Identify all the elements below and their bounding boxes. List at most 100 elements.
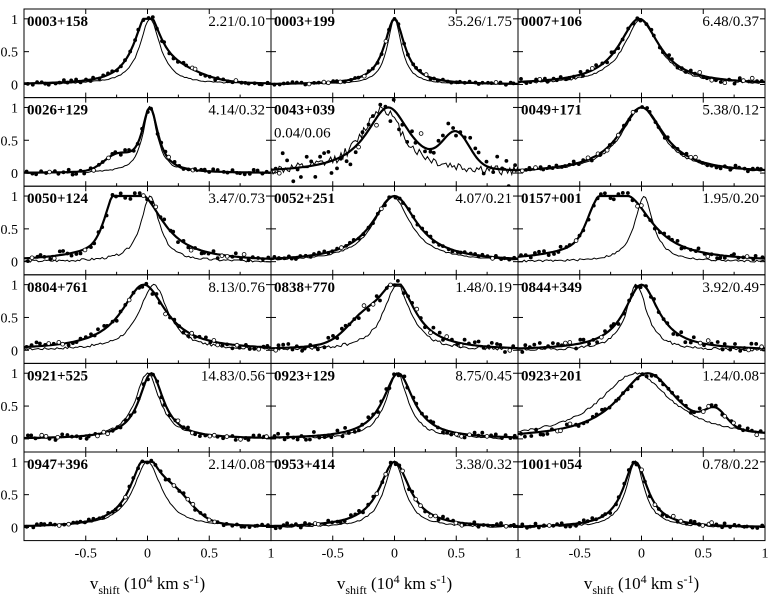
data-point [558, 244, 563, 249]
open-data-point [374, 491, 380, 497]
data-point [732, 523, 737, 527]
data-point [431, 420, 436, 425]
data-point [348, 240, 352, 245]
open-data-point [66, 521, 71, 527]
data-point [252, 81, 257, 86]
data-point [431, 325, 436, 330]
data-point [238, 171, 242, 176]
data-point [53, 522, 57, 527]
data-point [39, 169, 43, 174]
data-point [119, 64, 123, 69]
plot-area [24, 281, 271, 352]
data-point [53, 169, 57, 174]
data-point [627, 117, 632, 122]
data-point [410, 301, 414, 305]
data-point [42, 255, 47, 259]
x-tick-label: 0 [144, 547, 151, 562]
panel-ratio-label: 14.83/0.56 [201, 368, 266, 384]
data-point [564, 77, 568, 82]
data-point [24, 169, 29, 174]
data-point [326, 150, 331, 154]
data-point [732, 81, 737, 86]
data-point [625, 387, 630, 392]
data-point [396, 279, 400, 283]
data-point [688, 340, 693, 345]
data-point [383, 203, 387, 208]
data-point [550, 427, 554, 432]
data-point [605, 60, 609, 65]
plot-area [518, 191, 765, 263]
panel-0003+199: 0003+199 35.26/1.75 [270, 8, 519, 99]
data-point [578, 337, 583, 342]
data-point [225, 170, 230, 175]
data-point [450, 337, 454, 342]
data-point [688, 68, 693, 73]
y-tick-label: 1 [11, 279, 18, 294]
data-point [558, 75, 563, 79]
open-data-point [670, 513, 676, 519]
data-point [512, 255, 517, 260]
data-point [162, 403, 167, 407]
data-point [626, 468, 631, 472]
data-point [590, 516, 595, 520]
data-point [666, 235, 671, 240]
data-point [145, 110, 150, 114]
data-point [745, 426, 750, 431]
data-point [418, 316, 423, 320]
data-point [110, 428, 115, 433]
data-point [458, 130, 463, 135]
x-tick-label: 1 [762, 547, 769, 562]
data-point [289, 256, 294, 261]
data-point [661, 317, 666, 321]
data-point [504, 159, 509, 163]
data-point [146, 377, 150, 382]
panel-ratio-label: 3.92/0.49 [702, 280, 759, 296]
data-point [616, 192, 621, 197]
data-point [697, 159, 701, 164]
x-tick-label: 0 [391, 547, 398, 562]
data-point [322, 522, 327, 526]
data-point [366, 502, 371, 507]
data-point [586, 217, 591, 222]
data-point [556, 342, 560, 346]
panel-ratio-label: 6.48/0.37 [702, 14, 759, 30]
data-point [357, 428, 361, 433]
data-point [728, 347, 733, 352]
open-data-point [163, 311, 168, 317]
data-point [78, 80, 83, 85]
data-point [661, 382, 665, 387]
panel-0157+001: 0157+001 1.95/0.20 [517, 185, 766, 276]
data-point [554, 163, 559, 168]
open-data-point [370, 302, 376, 307]
panel-name-label: 0844+349 [521, 280, 582, 296]
open-data-point [211, 338, 217, 343]
open-data-point [47, 169, 52, 175]
panels-layer: 0 0.5 1 0003+158 2.21/0.10 0003+199 35.26/1.75… [1, 8, 769, 562]
data-point [670, 237, 674, 242]
data-point [665, 135, 670, 140]
data-point [233, 251, 238, 256]
open-data-point [356, 144, 361, 150]
data-point [640, 105, 644, 109]
data-point [186, 245, 191, 250]
data-point [387, 386, 392, 390]
data-point [523, 434, 527, 439]
data-point [181, 60, 186, 65]
data-point [563, 524, 568, 529]
data-point [344, 244, 348, 248]
panel-0043+039: 0043+039 0.04/0.06 [270, 97, 519, 187]
open-data-point [746, 347, 751, 353]
data-point [760, 255, 765, 260]
panel-name-label: 0921+525 [27, 368, 88, 384]
data-point [644, 374, 649, 379]
data-point [462, 522, 467, 527]
data-point [278, 525, 282, 530]
data-point [181, 167, 186, 171]
data-point [326, 335, 331, 340]
data-point [255, 523, 260, 528]
plot-area [271, 97, 518, 187]
data-point [462, 435, 467, 440]
data-point [713, 403, 718, 408]
panel-ratio-label: 0.04/0.06 [274, 126, 331, 142]
data-point [455, 250, 460, 255]
